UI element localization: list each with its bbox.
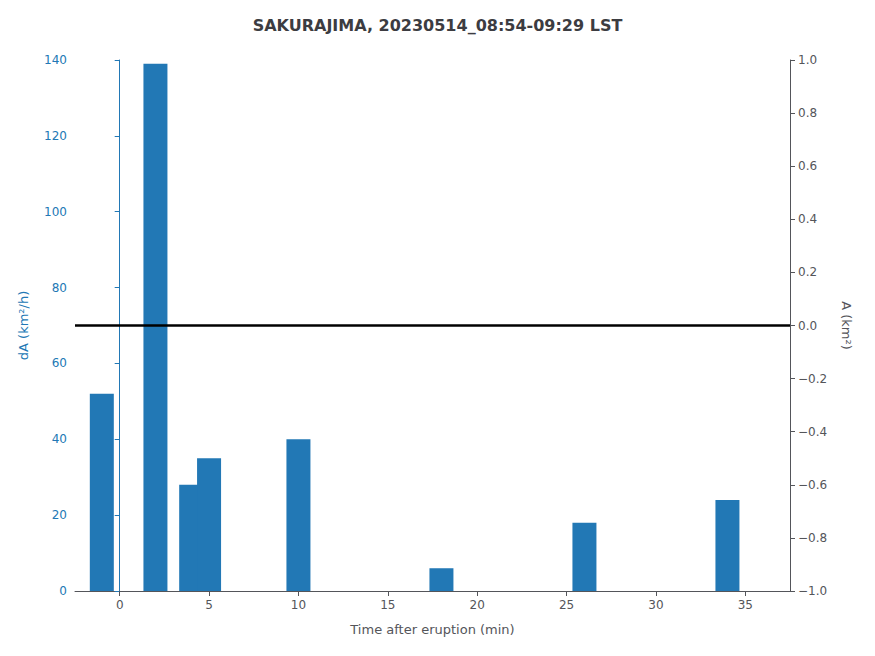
svg-text:40: 40 <box>52 432 67 446</box>
svg-text:20: 20 <box>470 598 485 612</box>
svg-text:20: 20 <box>52 508 67 522</box>
svg-text:80: 80 <box>52 281 67 295</box>
svg-text:35: 35 <box>738 598 753 612</box>
svg-text:0.8: 0.8 <box>798 106 817 120</box>
svg-text:0.2: 0.2 <box>798 265 817 279</box>
svg-text:140: 140 <box>44 53 67 67</box>
svg-text:Time after eruption (min): Time after eruption (min) <box>349 622 514 637</box>
svg-text:10: 10 <box>291 598 306 612</box>
svg-text:0: 0 <box>116 598 124 612</box>
svg-text:60: 60 <box>52 356 67 370</box>
svg-text:−0.8: −0.8 <box>798 531 827 545</box>
svg-text:dA (km²/h): dA (km²/h) <box>16 291 31 360</box>
svg-text:SAKURAJIMA, 20230514_08:54-09:: SAKURAJIMA, 20230514_08:54-09:29 LST <box>253 16 623 35</box>
svg-text:A (km²): A (km²) <box>839 301 854 350</box>
svg-text:−0.2: −0.2 <box>798 372 827 386</box>
svg-text:5: 5 <box>205 598 213 612</box>
svg-text:100: 100 <box>44 205 67 219</box>
svg-text:0.4: 0.4 <box>798 212 817 226</box>
svg-text:−0.4: −0.4 <box>798 425 827 439</box>
svg-text:0.6: 0.6 <box>798 159 817 173</box>
svg-text:−0.6: −0.6 <box>798 478 827 492</box>
svg-text:−1.0: −1.0 <box>798 584 827 598</box>
svg-text:0.0: 0.0 <box>798 319 817 333</box>
svg-text:0: 0 <box>59 584 67 598</box>
svg-text:15: 15 <box>380 598 395 612</box>
svg-text:120: 120 <box>44 129 67 143</box>
svg-text:25: 25 <box>559 598 574 612</box>
svg-text:30: 30 <box>648 598 663 612</box>
svg-text:1.0: 1.0 <box>798 53 817 67</box>
